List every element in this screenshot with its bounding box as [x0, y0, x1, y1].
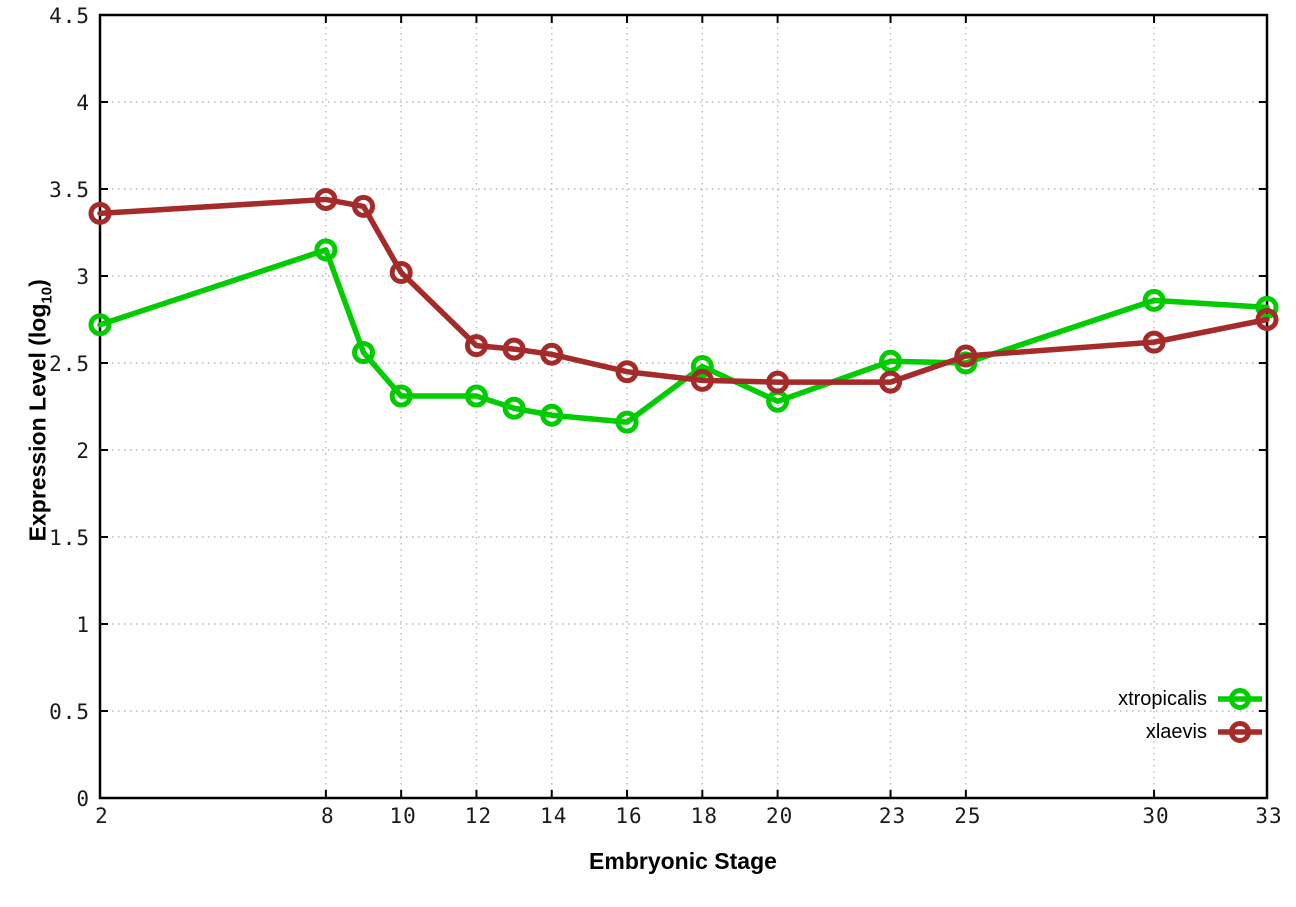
series-xlaevis-point [314, 187, 338, 211]
series-xlaevis-point [352, 194, 376, 218]
series-xlaevis-point [954, 344, 978, 368]
series-xtropicalis-point [615, 410, 639, 434]
line-point-marker-icon [1218, 688, 1262, 710]
series-xtropicalis-point [88, 313, 112, 337]
y-tick-label: 1.5 [49, 526, 90, 550]
x-tick-label: 2 [95, 804, 109, 828]
series-xtropicalis-point [352, 341, 376, 365]
y-axis-label-subscript: 10 [38, 286, 56, 304]
line-point-marker-icon [1218, 721, 1262, 743]
legend: xtropicalis xlaevis [1118, 684, 1263, 747]
series-xlaevis-point [464, 334, 488, 358]
x-axis-label: Embryonic Stage [589, 848, 777, 874]
y-tick-label: 3.5 [49, 178, 90, 202]
legend-label-xlaevis: xlaevis [1145, 720, 1207, 743]
y-tick-label: 0.5 [49, 700, 90, 724]
series-xtropicalis-point [1255, 295, 1279, 319]
y-tick-label: 1 [76, 613, 90, 637]
legend-item-xlaevis: xlaevis [1146, 717, 1263, 747]
y-tick-label: 4.5 [49, 4, 90, 28]
y-axis-label-text: Expression Level (log [24, 303, 51, 542]
series-xtropicalis-point [502, 396, 526, 420]
x-tick-label: 23 [879, 804, 906, 828]
y-tick-label: 3 [76, 265, 90, 289]
legend-label-xtropicalis: xtropicalis [1118, 687, 1207, 710]
series-xlaevis-point [502, 337, 526, 361]
x-tick-label: 8 [321, 804, 335, 828]
series-xlaevis-point [1255, 308, 1279, 331]
legend-item-xtropicalis: xtropicalis [1118, 684, 1263, 714]
x-tick-label: 20 [766, 804, 793, 828]
series-xlaevis-point [1142, 330, 1166, 354]
y-tick-label: 0 [76, 787, 90, 811]
series-xtropicalis-point [690, 354, 714, 378]
plot-border [98, 13, 1269, 800]
x-tick-label: 25 [954, 804, 981, 828]
series-xtropicalis-point [540, 403, 564, 427]
series-xlaevis-point [690, 368, 714, 392]
x-tick-label: 16 [615, 804, 642, 828]
series-xlaevis-line [97, 196, 1270, 385]
series-xtropicalis-point [314, 238, 338, 262]
y-tick-label: 2.5 [49, 352, 90, 376]
series-xtropicalis-point [464, 384, 488, 408]
y-axis-label: Expression Level (log10) [25, 210, 56, 610]
series-xlaevis-point [88, 201, 112, 225]
y-axis-label-close: ) [24, 279, 51, 287]
series-xtropicalis-point [879, 349, 903, 373]
series-xlaevis-point [615, 360, 639, 384]
series-xlaevis-point [540, 342, 564, 366]
x-tick-label: 12 [465, 804, 492, 828]
x-tick-label: 33 [1255, 804, 1282, 828]
x-tick-label: 14 [540, 804, 567, 828]
series-xlaevis-point [766, 370, 790, 394]
y-tick-label: 4 [76, 91, 90, 115]
x-tick-label: 10 [390, 804, 417, 828]
x-tick-label: 30 [1142, 804, 1169, 828]
series-xlaevis-point [879, 370, 903, 394]
y-tick-label: 2 [76, 439, 90, 463]
series-xtropicalis-point [1142, 288, 1166, 312]
x-tick-label: 18 [691, 804, 718, 828]
series-xtropicalis-point [389, 384, 413, 408]
series-xlaevis-point [389, 261, 413, 285]
